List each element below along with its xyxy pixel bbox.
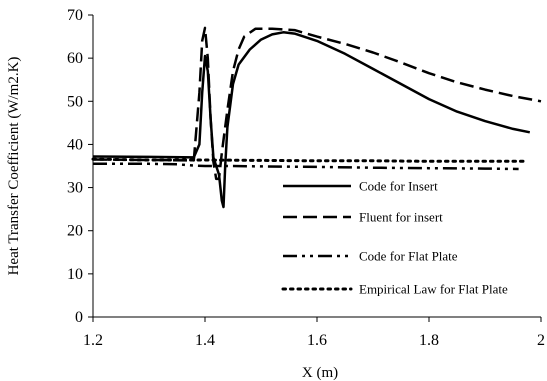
y-tick-label: 40 [67, 136, 83, 153]
x-tick-label: 1.6 [307, 332, 327, 349]
y-tick-label: 10 [67, 266, 83, 283]
y-axis-title: Heat Transfer Coefficient (W/m2.K) [6, 57, 22, 276]
x-tick-label: 1.8 [419, 332, 439, 349]
series-line-3 [91, 157, 526, 163]
legend-label-0: Code for Insert [359, 179, 438, 194]
legend: Code for Insert Fluent for insert Code for… [281, 179, 508, 297]
x-tick-label: 1.2 [83, 332, 103, 349]
x-tick-label: 1.4 [195, 332, 215, 349]
series-line-0 [92, 31, 531, 209]
legend-label-2: Code for Flat Plate [359, 249, 458, 264]
series-line-2 [93, 162, 519, 171]
y-tick-label: 0 [75, 309, 83, 326]
axes [88, 14, 542, 322]
tick-labels: 0 10 20 30 40 50 60 70 1.2 1.4 1.6 1.8 2 [67, 7, 545, 349]
legend-label-1: Fluent for insert [359, 210, 443, 225]
legend-label-3: Empirical Law for Flat Plate [359, 282, 508, 297]
series-line-1 [92, 26, 542, 181]
x-axis-title: X (m) [302, 365, 338, 381]
y-tick-label: 50 [67, 93, 83, 110]
y-tick-label: 60 [67, 50, 83, 67]
y-tick-label: 20 [67, 223, 83, 240]
plot-lines [91, 26, 542, 209]
x-tick-label: 2 [537, 332, 545, 349]
y-tick-label: 70 [67, 7, 83, 24]
y-tick-label: 30 [67, 180, 83, 197]
